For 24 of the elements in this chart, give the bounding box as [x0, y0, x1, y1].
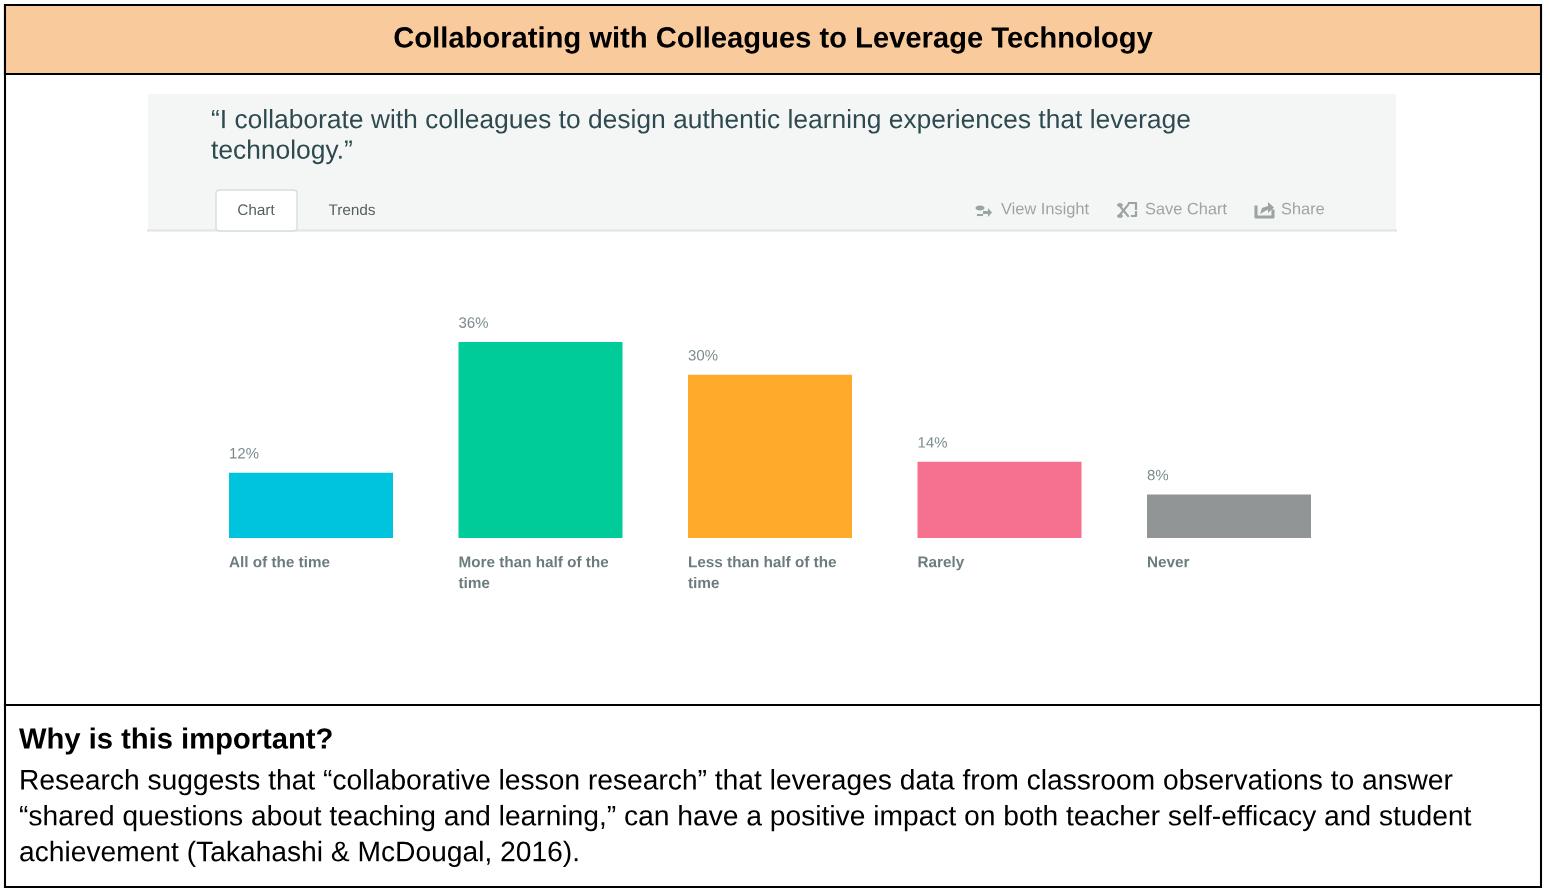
data-label: 12% — [230, 447, 259, 459]
data-label: 30% — [688, 349, 718, 361]
x-tick-label: Rarely — [918, 556, 965, 571]
x-tick-label: Less than half of the time — [688, 556, 837, 589]
text: Chart — [238, 203, 275, 216]
bar — [917, 461, 1082, 538]
text: Why is this important? — [19, 727, 332, 755]
text: Share — [1281, 202, 1324, 215]
x-tick-label: More than half of the time — [458, 556, 609, 589]
text: View Insight — [1001, 202, 1089, 218]
bar — [1147, 494, 1311, 538]
chart-subtitle: “I collaborate with colleagues to design authentic learning experiences that leverage technology.” — [211, 109, 1190, 165]
data-label: 14% — [918, 437, 947, 448]
bar — [229, 472, 393, 538]
chart-title: Collaborating with Colleagues to Leverage Technology — [394, 26, 1153, 54]
text: Save Chart — [1145, 202, 1227, 215]
x-tick-label: All of the time — [229, 556, 330, 568]
text: Trends — [328, 203, 375, 216]
bar — [688, 374, 852, 538]
bar — [458, 342, 623, 538]
data-label: 36% — [459, 317, 488, 328]
text: Research suggests that “collaborative lesson research” that leverages data from classroom observations to answer “shared questions about teaching and learning,” can have a positive impact on both teacher self-efficacy and student achievement (Takahashi & McDougal, 2016). — [20, 769, 1472, 868]
data-label: 8% — [1147, 469, 1169, 481]
x-tick-label: Never — [1148, 556, 1190, 568]
